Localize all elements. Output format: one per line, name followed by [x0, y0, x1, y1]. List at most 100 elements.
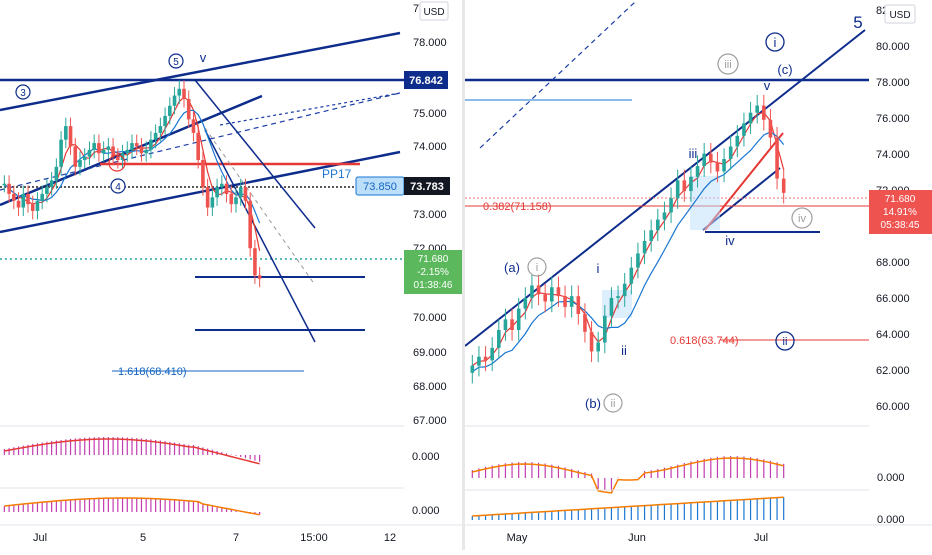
candle-body [536, 285, 541, 295]
right-axis-tick: 80.000 [876, 41, 910, 53]
left-osc2-value: 0.000 [412, 505, 440, 517]
candle-body [768, 119, 773, 138]
wave-iv-label: iv [725, 233, 735, 248]
candle-body [603, 315, 607, 343]
candle-body [45, 187, 49, 194]
left-time-axis: Jul 5 7 15:00 12 [33, 532, 396, 544]
candle-body [68, 126, 73, 147]
candle-body [781, 178, 786, 193]
candle-body [470, 365, 475, 373]
candle-body [139, 146, 144, 154]
candle-body [715, 162, 720, 172]
candle-body [243, 187, 248, 201]
osc-signal [4, 438, 260, 465]
candle-body [12, 193, 16, 201]
right-last-change-tag: 14.91% [883, 207, 917, 218]
candle-body [177, 88, 182, 96]
candle-body [477, 356, 481, 366]
candle-body [196, 132, 200, 161]
candle-body [54, 166, 59, 181]
candle-body [163, 115, 167, 127]
wave-i-label: i [597, 261, 600, 276]
candle-body [483, 356, 488, 361]
candle-body [59, 139, 63, 167]
wave-ii-label: ii [621, 343, 627, 358]
candle-body [662, 212, 667, 220]
wave-3-label: 3 [20, 88, 26, 99]
candle-body [656, 219, 660, 231]
right-trendlines [464, 1, 869, 347]
right-chart[interactable]: 8280.00078.00076.00074.00072.00070.00068… [464, 0, 932, 550]
candle-body [755, 105, 759, 113]
candle-body [523, 297, 528, 309]
left-chart[interactable]: 79.00078.00075.00074.00073.00072.00070.0… [0, 0, 462, 550]
fib-1618-label: 1.618(68.410) [118, 366, 187, 378]
candle-body [134, 143, 139, 147]
left-chart-panel[interactable]: 79.00078.00075.00074.00073.00072.00070.0… [0, 0, 462, 550]
wave-iii-circled: iii [724, 59, 731, 71]
candle-body [503, 319, 508, 331]
candle-body [153, 132, 158, 140]
time-label-may: May [507, 532, 528, 544]
price-tag-73783: 73.783 [410, 181, 444, 193]
candle-body [87, 149, 92, 157]
candle-body [629, 267, 634, 284]
time-label-5: 5 [140, 532, 146, 544]
osc2-signal [4, 497, 260, 516]
right-axis-tick: 76.000 [876, 113, 910, 125]
candle-body [186, 98, 191, 120]
wave-5-big: 5 [853, 13, 862, 32]
left-axis-tick: 78.000 [413, 37, 447, 49]
candle-body [168, 105, 172, 116]
candle-body [182, 88, 186, 99]
candle-body [49, 180, 54, 188]
candle-body [748, 112, 753, 124]
right-axis-tick: 64.000 [876, 329, 910, 341]
candle-body [229, 193, 234, 205]
candle-body [589, 331, 594, 352]
price-tag-76842: 76.842 [409, 75, 443, 87]
pp-value-tag: 73.850 [363, 181, 397, 193]
right-chart-panel[interactable]: 8280.00078.00076.00074.00072.00070.00068… [464, 0, 932, 550]
candle-body [2, 183, 7, 186]
pp-label: PP17 [322, 167, 352, 181]
candle-body [563, 296, 567, 307]
wave-ii-circled-gray: ii [611, 398, 616, 410]
fib-0618-label: 0.618(63.744) [670, 335, 739, 347]
candle-body [709, 153, 713, 163]
candle-body [205, 187, 210, 208]
candle-body [669, 198, 673, 213]
candle-body [675, 180, 680, 199]
left-axis-tick: 68.000 [413, 381, 447, 393]
right-axis-tick: 68.000 [876, 257, 910, 269]
wave-v-label: v [200, 50, 207, 65]
panel-divider[interactable] [462, 0, 465, 550]
candle-body [215, 187, 219, 198]
time-label-12: 12 [384, 532, 396, 544]
candle-body [728, 146, 733, 159]
candle-body [149, 139, 153, 150]
candle-body [82, 156, 87, 161]
candle-body [78, 160, 82, 167]
right-time-axis: May Jun Jul [507, 532, 768, 544]
candle-body [191, 119, 196, 133]
left-oscillator-1 [3, 437, 261, 465]
time-label-jul-right: Jul [754, 532, 768, 544]
left-axis-tick: 69.000 [413, 347, 447, 359]
left-moving-averages [3, 96, 261, 251]
right-axis-tick: 62.000 [876, 365, 910, 377]
candle-body [130, 143, 134, 150]
last-price-tag: 71.680 [418, 254, 449, 265]
left-axis-tick: 74.000 [413, 141, 447, 153]
candle-body [775, 137, 779, 179]
candle-body [201, 160, 205, 188]
candle-body [30, 204, 35, 211]
wave-c-label: (c) [777, 62, 792, 77]
candle-body [106, 146, 111, 150]
candle-body [622, 283, 627, 297]
candle-body [516, 308, 521, 331]
right-wave-labels: 5 i iii (c) v iii iv iv (a) i i ii (b) i… [504, 13, 863, 413]
candle-body [172, 95, 177, 106]
wave-b-label: (b) [585, 396, 601, 411]
right-axis-tick: 78.000 [876, 77, 910, 89]
